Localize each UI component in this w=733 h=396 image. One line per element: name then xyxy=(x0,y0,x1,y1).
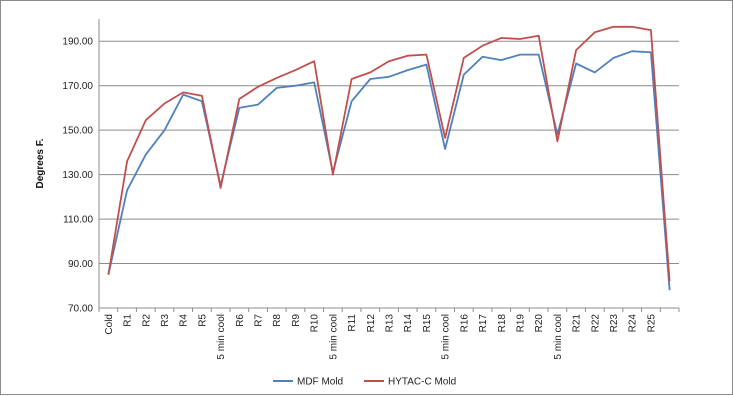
x-tick-label: R5 xyxy=(197,314,208,327)
y-axis-label: Degrees F. xyxy=(35,138,46,188)
y-tick-label: 150.00 xyxy=(62,126,93,137)
x-tick-label: R20 xyxy=(534,314,545,333)
x-tick-label: R23 xyxy=(609,314,620,333)
x-tick-label: R17 xyxy=(478,314,489,333)
y-tick-label: 110.00 xyxy=(63,215,93,226)
x-tick-label: 5 min cool xyxy=(328,314,339,360)
x-tick-label: R2 xyxy=(141,314,152,327)
x-tick-label: R8 xyxy=(272,314,283,327)
x-tick-label: 5 min cool xyxy=(216,314,227,360)
x-tick-label: R16 xyxy=(459,314,470,333)
y-tick-label: 130.00 xyxy=(62,170,93,181)
y-tick-label: 90.00 xyxy=(68,259,93,270)
x-tick-label: R13 xyxy=(385,314,396,333)
x-tick-label: R1 xyxy=(123,314,134,327)
x-tick-label: R18 xyxy=(497,314,508,333)
x-tick-label: R25 xyxy=(646,314,657,333)
x-tick-label: R24 xyxy=(628,314,639,333)
legend-label: HYTAC-C Mold xyxy=(388,377,456,388)
x-tick-label: Cold xyxy=(104,314,115,335)
x-tick-label: R7 xyxy=(254,314,265,327)
x-tick-label: R9 xyxy=(291,314,302,327)
x-tick-label: R11 xyxy=(347,314,358,332)
x-tick-label: R3 xyxy=(160,314,171,327)
y-tick-label: 70.00 xyxy=(68,304,93,315)
x-tick-label: R6 xyxy=(235,314,246,327)
x-tick-label: R12 xyxy=(366,314,377,333)
x-tick-label: R10 xyxy=(310,314,321,333)
x-tick-label: 5 min cool xyxy=(441,314,452,360)
x-tick-label: R19 xyxy=(515,314,526,333)
x-tick-label: 5 min cool xyxy=(553,314,564,360)
legend-label: MDF Mold xyxy=(297,377,343,388)
x-tick-label: R22 xyxy=(590,314,601,333)
x-tick-label: R4 xyxy=(179,314,190,327)
x-tick-label: R15 xyxy=(422,314,433,333)
y-tick-label: 170.00 xyxy=(62,81,93,92)
x-tick-label: R21 xyxy=(572,314,583,333)
series-line-hytac-c-mold xyxy=(107,25,671,282)
x-tick-label: R14 xyxy=(403,314,414,333)
y-tick-label: 190.00 xyxy=(62,37,93,48)
series-line-mdf-mold xyxy=(107,50,671,291)
